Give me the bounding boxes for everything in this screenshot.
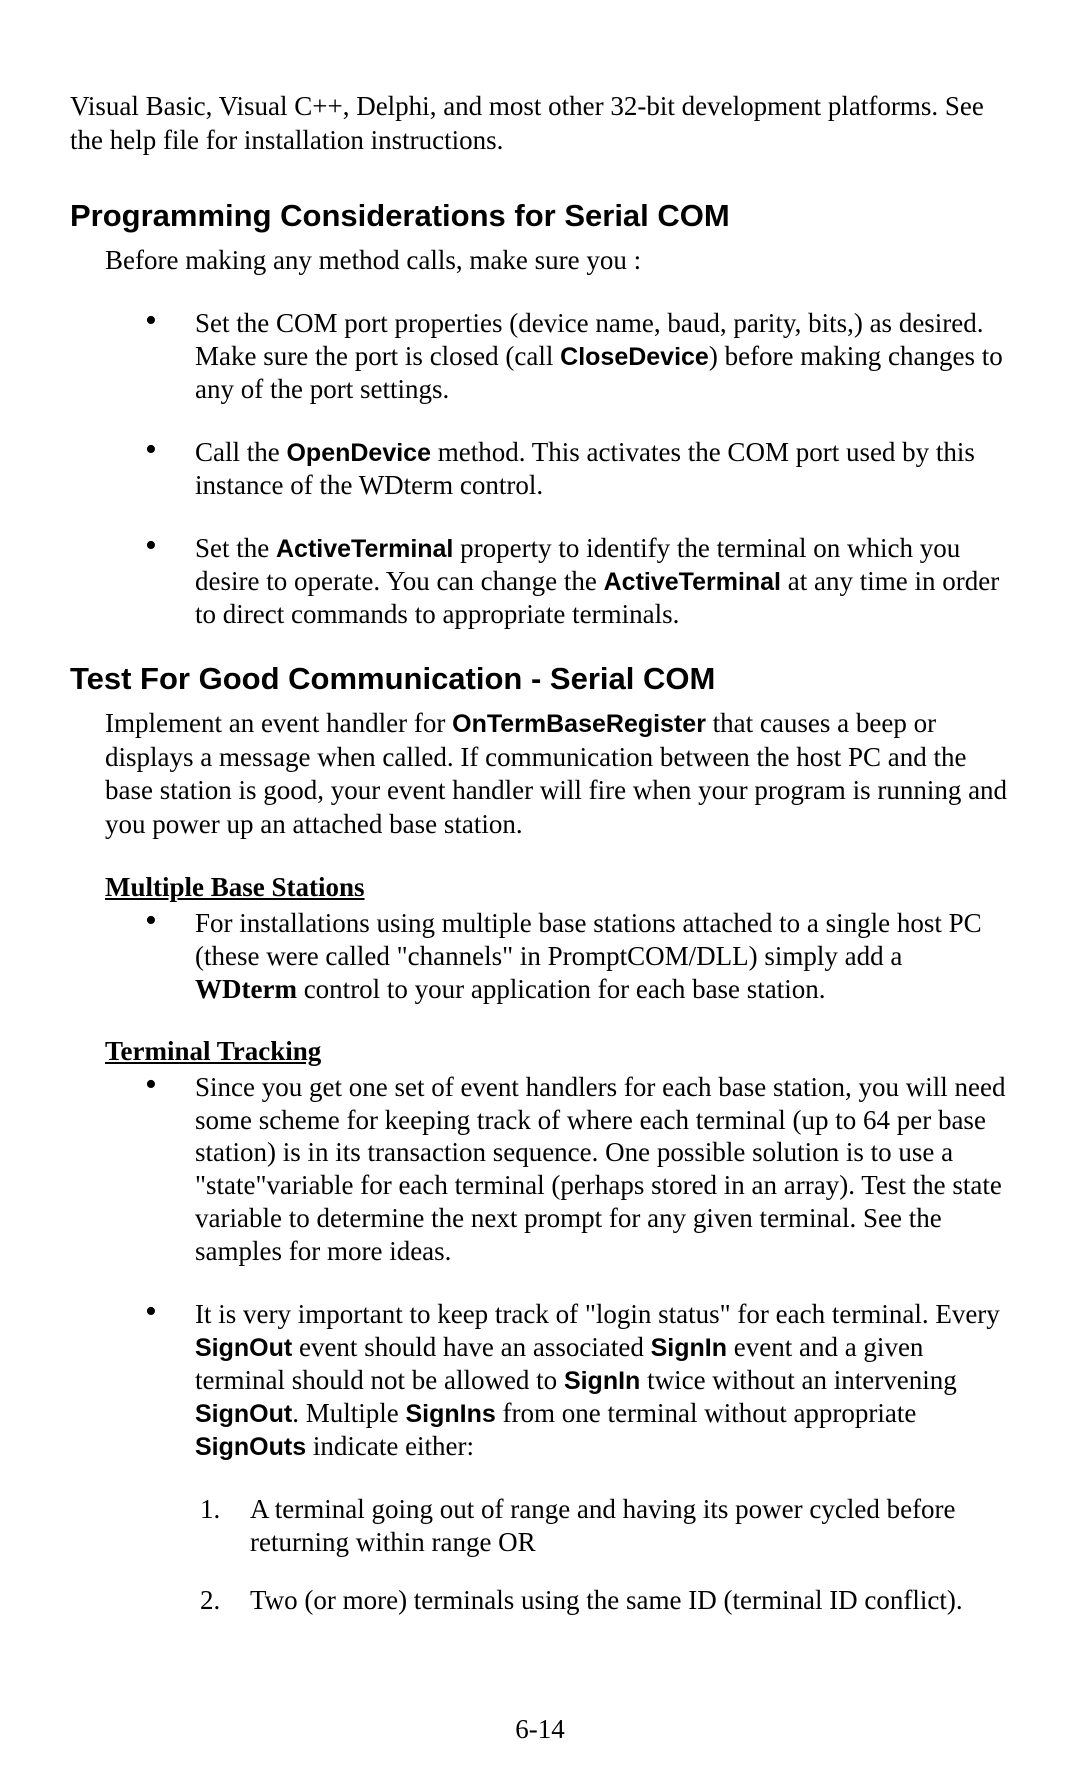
subheading-multiple-base-stations: Multiple Base Stations bbox=[105, 872, 1010, 903]
section1-lead: Before making any method calls, make sur… bbox=[105, 244, 1010, 278]
text: For installations using multiple base st… bbox=[195, 908, 982, 971]
text: control to your application for each bas… bbox=[297, 974, 826, 1004]
sub1-bullets: For installations using multiple base st… bbox=[140, 907, 1010, 1006]
bold-ontermbaseregister: OnTermBaseRegister bbox=[452, 710, 706, 738]
bold-activeterminal2: ActiveTerminal bbox=[604, 568, 781, 596]
bullet-active-terminal: Set the ActiveTerminal property to ident… bbox=[140, 532, 1010, 631]
text: from one terminal without appropriate bbox=[496, 1398, 917, 1428]
bold-signins: SignIns bbox=[405, 1400, 495, 1428]
bold-wdterm: WDterm bbox=[195, 974, 297, 1004]
bold-signin2: SignIn bbox=[564, 1367, 640, 1395]
heading-programming-considerations: Programming Considerations for Serial CO… bbox=[70, 198, 1010, 234]
text: event should have an associated bbox=[292, 1332, 650, 1362]
bullet-close-device: Set the COM port properties (device name… bbox=[140, 307, 1010, 406]
numbered-list: A terminal going out of range and having… bbox=[200, 1493, 1010, 1617]
bold-signouts: SignOuts bbox=[195, 1433, 306, 1461]
subheading-terminal-tracking: Terminal Tracking bbox=[105, 1036, 1010, 1067]
section1-bullets: Set the COM port properties (device name… bbox=[140, 307, 1010, 631]
bullet-login-status: It is very important to keep track of "l… bbox=[140, 1298, 1010, 1463]
text: Set the bbox=[195, 533, 276, 563]
num-item-2: Two (or more) terminals using the same I… bbox=[200, 1584, 1010, 1617]
bullet-state-variable: Since you get one set of event handlers … bbox=[140, 1071, 1010, 1269]
sub2-bullets: Since you get one set of event handlers … bbox=[140, 1071, 1010, 1463]
text: Call the bbox=[195, 437, 286, 467]
bold-signout2: SignOut bbox=[195, 1400, 292, 1428]
text: Implement an event handler for bbox=[105, 708, 452, 738]
text: . Multiple bbox=[292, 1398, 405, 1428]
num-item-1: A terminal going out of range and having… bbox=[200, 1493, 1010, 1559]
text: indicate either: bbox=[306, 1431, 474, 1461]
intro-paragraph: Visual Basic, Visual C++, Delphi, and mo… bbox=[70, 90, 1010, 158]
section2-lead: Implement an event handler for OnTermBas… bbox=[105, 707, 1010, 842]
bold-signout1: SignOut bbox=[195, 1334, 292, 1362]
bold-opendevice: OpenDevice bbox=[286, 439, 431, 467]
page-number: 6-14 bbox=[0, 1714, 1080, 1745]
text: twice without an intervening bbox=[640, 1365, 956, 1395]
bold-activeterminal1: ActiveTerminal bbox=[276, 535, 453, 563]
heading-test-communication: Test For Good Communication - Serial COM bbox=[70, 661, 1010, 697]
page: Visual Basic, Visual C++, Delphi, and mo… bbox=[0, 0, 1080, 1790]
bullet-open-device: Call the OpenDevice method. This activat… bbox=[140, 436, 1010, 502]
bold-closedevice: CloseDevice bbox=[560, 343, 709, 371]
bullet-wdterm-control: For installations using multiple base st… bbox=[140, 907, 1010, 1006]
bold-signin1: SignIn bbox=[651, 1334, 727, 1362]
text: It is very important to keep track of "l… bbox=[195, 1299, 1000, 1329]
